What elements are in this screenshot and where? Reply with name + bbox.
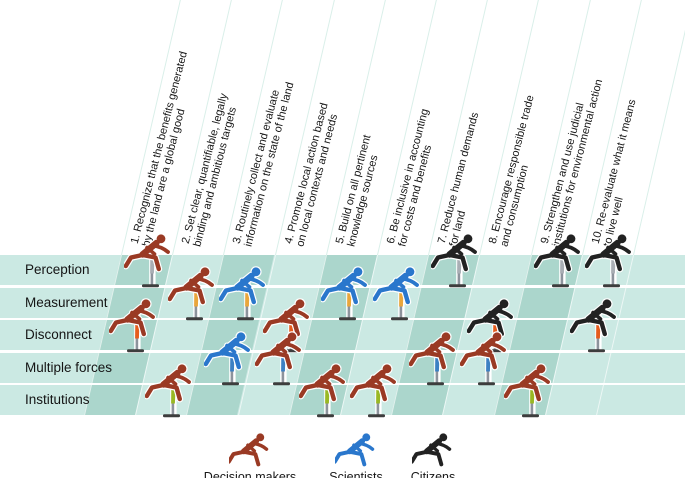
legend-item-citizens: Citizens (373, 432, 493, 478)
hurdler-icon-decision-makers-col6 (348, 362, 402, 418)
hurdler-icon-scientists-col3 (202, 330, 256, 386)
hurdler-icon-citizens-col10 (583, 232, 637, 288)
hurdle-and-runner-graphic (297, 363, 346, 418)
hurdle-and-runner-graphic (202, 330, 252, 385)
legend-label: Citizens (410, 470, 456, 478)
hurdle-and-runner-graphic (458, 330, 508, 385)
legend: Decision makers Scientists Citizens (0, 428, 685, 478)
hurdle-and-runner-graphic (429, 233, 479, 288)
hurdler-icon-decision-makers-col2 (143, 362, 197, 418)
row-label: Institutions (25, 392, 90, 407)
row-label: Disconnect (25, 327, 92, 342)
hurdler-icon-scientists-col6 (370, 265, 425, 321)
hurdle-and-runner-graphic (348, 363, 398, 418)
legend-label: Scientists (329, 470, 383, 478)
matrix-body: Perception Measurement Disconnect Multiple … (0, 233, 685, 418)
hurdler-icon-citizens-col10 (568, 297, 622, 353)
hurdle-and-runner-graphic (143, 363, 193, 418)
row-label: Multiple forces (25, 359, 113, 375)
hurdler-icon-decision-makers-col7 (407, 330, 461, 386)
hurdler-icon-scientists-col3 (217, 265, 271, 321)
hurdle-and-runner-graphic (568, 298, 617, 353)
hurdler-icon-decision-makers-col2 (166, 265, 220, 321)
hurdle-and-runner-graphic (122, 233, 172, 288)
hurdle-and-runner-graphic (319, 265, 369, 320)
hurdler-icon-decision-makers-col1 (107, 297, 161, 353)
hurdler-icon-citizens-col8 (465, 297, 519, 353)
hurdler-icon-decision-makers-col1 (122, 232, 176, 288)
hurdle-and-runner-graphic (253, 330, 303, 385)
column-header-area: 1. Recognize that the benefits generated… (121, 0, 685, 255)
hurdler-icon-decision-makers-col5 (297, 362, 351, 418)
hurdler-icon-decision-makers-col9 (502, 362, 556, 418)
hurdle-and-runner-graphic (370, 265, 420, 320)
runner-graphic (229, 433, 269, 467)
hurdler-icon-decision-makers-col4 (253, 330, 307, 386)
runner-graphic (335, 433, 375, 467)
hurdle-and-runner-graphic (532, 233, 581, 288)
hurdler-icon-decision-makers-col8 (458, 330, 512, 386)
legend-item-decision-makers: Decision makers (190, 432, 310, 478)
legend-item-scientists: Scientists (296, 432, 416, 478)
row-label: Measurement (25, 294, 108, 310)
hurdle-and-runner-graphic (583, 233, 632, 288)
row-separator (0, 350, 685, 353)
legend-label: Decision makers (203, 470, 297, 478)
runner-graphic (412, 433, 452, 467)
hurdle-and-runner-graphic (465, 298, 515, 353)
hurdle-and-runner-graphic (107, 298, 157, 353)
hurdle-and-runner-graphic (407, 330, 456, 385)
hurdle-and-runner-graphic (502, 363, 551, 418)
hurdler-icon-citizens-col9 (532, 232, 586, 288)
hurdler-icon-citizens-col7 (429, 232, 483, 288)
hurdle-and-runner-graphic (166, 265, 215, 320)
hurdler-icon-scientists-col5 (319, 265, 373, 321)
hurdle-and-runner-graphic (217, 265, 267, 320)
row-label: Perception (25, 262, 90, 277)
